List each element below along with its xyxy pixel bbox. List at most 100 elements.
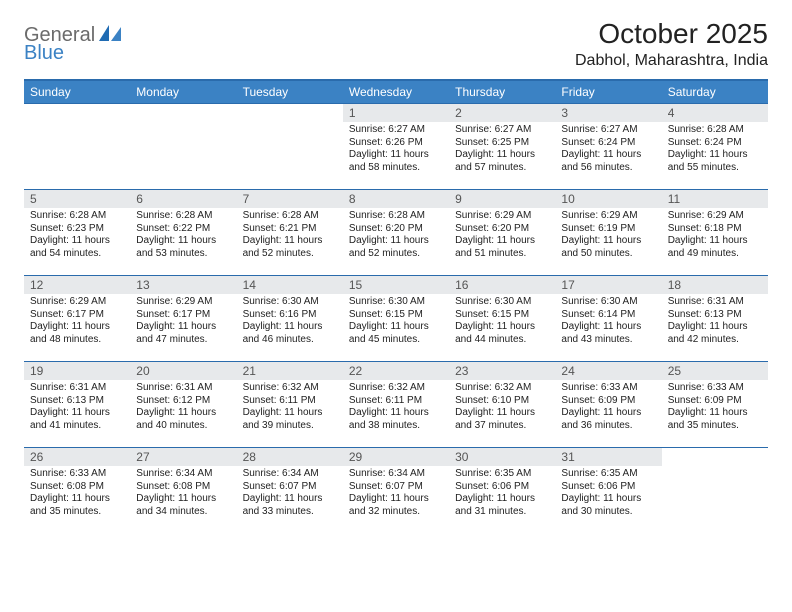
day-cell <box>237 104 343 190</box>
day-line: Daylight: 11 hours <box>455 235 549 248</box>
weekday-header: Sunday <box>24 80 130 104</box>
day-line: Sunrise: 6:33 AM <box>30 468 124 481</box>
day-line: Daylight: 11 hours <box>455 493 549 506</box>
day-cell: 26Sunrise: 6:33 AMSunset: 6:08 PMDayligh… <box>24 448 130 534</box>
day-line: Daylight: 11 hours <box>349 149 443 162</box>
location: Dabhol, Maharashtra, India <box>575 52 768 70</box>
day-line: Sunset: 6:16 PM <box>243 309 337 322</box>
day-line: and 38 minutes. <box>349 420 443 433</box>
day-cell: 29Sunrise: 6:34 AMSunset: 6:07 PMDayligh… <box>343 448 449 534</box>
day-line: Daylight: 11 hours <box>243 407 337 420</box>
day-line: Sunset: 6:11 PM <box>243 395 337 408</box>
day-line: Sunset: 6:17 PM <box>136 309 230 322</box>
day-line: Sunset: 6:09 PM <box>561 395 655 408</box>
day-body: Sunrise: 6:32 AMSunset: 6:10 PMDaylight:… <box>449 380 555 436</box>
day-line: Sunrise: 6:28 AM <box>668 124 762 137</box>
day-number: 5 <box>24 190 130 208</box>
day-cell: 17Sunrise: 6:30 AMSunset: 6:14 PMDayligh… <box>555 276 661 362</box>
day-body: Sunrise: 6:28 AMSunset: 6:20 PMDaylight:… <box>343 208 449 264</box>
weekday-header: Tuesday <box>237 80 343 104</box>
title-block: October 2025 Dabhol, Maharashtra, India <box>575 18 768 70</box>
day-body: Sunrise: 6:30 AMSunset: 6:15 PMDaylight:… <box>343 294 449 350</box>
week-row: 5Sunrise: 6:28 AMSunset: 6:23 PMDaylight… <box>24 190 768 276</box>
day-line: Daylight: 11 hours <box>243 493 337 506</box>
calendar-table: SundayMondayTuesdayWednesdayThursdayFrid… <box>24 79 768 534</box>
day-number: 16 <box>449 276 555 294</box>
brand-part2: Blue <box>24 42 64 65</box>
day-cell: 20Sunrise: 6:31 AMSunset: 6:12 PMDayligh… <box>130 362 236 448</box>
day-line: and 54 minutes. <box>30 248 124 261</box>
day-line: Sunset: 6:12 PM <box>136 395 230 408</box>
day-line: Sunrise: 6:31 AM <box>136 382 230 395</box>
day-body: Sunrise: 6:27 AMSunset: 6:24 PMDaylight:… <box>555 122 661 178</box>
day-line: Sunset: 6:13 PM <box>668 309 762 322</box>
day-line: Daylight: 11 hours <box>30 493 124 506</box>
day-number: 3 <box>555 104 661 122</box>
day-body: Sunrise: 6:31 AMSunset: 6:12 PMDaylight:… <box>130 380 236 436</box>
day-line: Daylight: 11 hours <box>561 493 655 506</box>
day-number: 19 <box>24 362 130 380</box>
day-line: and 32 minutes. <box>349 506 443 519</box>
day-line: and 52 minutes. <box>349 248 443 261</box>
day-line: Sunrise: 6:29 AM <box>30 296 124 309</box>
day-number: 10 <box>555 190 661 208</box>
day-line: and 34 minutes. <box>136 506 230 519</box>
day-line: and 56 minutes. <box>561 162 655 175</box>
day-line: Sunset: 6:20 PM <box>349 223 443 236</box>
day-line: and 35 minutes. <box>30 506 124 519</box>
day-line: Sunset: 6:07 PM <box>349 481 443 494</box>
day-cell: 8Sunrise: 6:28 AMSunset: 6:20 PMDaylight… <box>343 190 449 276</box>
day-body: Sunrise: 6:28 AMSunset: 6:22 PMDaylight:… <box>130 208 236 264</box>
day-line: and 46 minutes. <box>243 334 337 347</box>
weekday-header: Wednesday <box>343 80 449 104</box>
day-cell: 18Sunrise: 6:31 AMSunset: 6:13 PMDayligh… <box>662 276 768 362</box>
day-number: 8 <box>343 190 449 208</box>
day-cell <box>24 104 130 190</box>
day-body: Sunrise: 6:28 AMSunset: 6:24 PMDaylight:… <box>662 122 768 178</box>
day-body: Sunrise: 6:27 AMSunset: 6:26 PMDaylight:… <box>343 122 449 178</box>
day-line: and 51 minutes. <box>455 248 549 261</box>
day-line: Daylight: 11 hours <box>561 407 655 420</box>
day-line: Daylight: 11 hours <box>349 321 443 334</box>
day-body: Sunrise: 6:34 AMSunset: 6:07 PMDaylight:… <box>343 466 449 522</box>
day-line: Sunrise: 6:33 AM <box>561 382 655 395</box>
day-cell: 6Sunrise: 6:28 AMSunset: 6:22 PMDaylight… <box>130 190 236 276</box>
day-line: and 48 minutes. <box>30 334 124 347</box>
day-line: and 57 minutes. <box>455 162 549 175</box>
day-number: 28 <box>237 448 343 466</box>
day-line: Sunset: 6:24 PM <box>561 137 655 150</box>
day-number: 9 <box>449 190 555 208</box>
day-body: Sunrise: 6:31 AMSunset: 6:13 PMDaylight:… <box>662 294 768 350</box>
day-line: and 40 minutes. <box>136 420 230 433</box>
day-line: Sunset: 6:21 PM <box>243 223 337 236</box>
day-number: 26 <box>24 448 130 466</box>
weekday-header: Thursday <box>449 80 555 104</box>
calendar-page: General October 2025 Dabhol, Maharashtra… <box>0 0 792 534</box>
day-line: and 47 minutes. <box>136 334 230 347</box>
day-number: 31 <box>555 448 661 466</box>
day-line: Sunset: 6:17 PM <box>30 309 124 322</box>
day-line: Sunrise: 6:33 AM <box>668 382 762 395</box>
day-line: Daylight: 11 hours <box>30 321 124 334</box>
day-line: Sunrise: 6:30 AM <box>561 296 655 309</box>
day-body: Sunrise: 6:32 AMSunset: 6:11 PMDaylight:… <box>237 380 343 436</box>
day-line: Sunrise: 6:30 AM <box>455 296 549 309</box>
day-cell: 2Sunrise: 6:27 AMSunset: 6:25 PMDaylight… <box>449 104 555 190</box>
day-body: Sunrise: 6:29 AMSunset: 6:18 PMDaylight:… <box>662 208 768 264</box>
day-line: Sunrise: 6:28 AM <box>136 210 230 223</box>
day-line: and 45 minutes. <box>349 334 443 347</box>
day-line: Sunrise: 6:35 AM <box>561 468 655 481</box>
day-line: Daylight: 11 hours <box>455 407 549 420</box>
day-line: Sunrise: 6:31 AM <box>668 296 762 309</box>
day-body: Sunrise: 6:30 AMSunset: 6:15 PMDaylight:… <box>449 294 555 350</box>
day-cell: 31Sunrise: 6:35 AMSunset: 6:06 PMDayligh… <box>555 448 661 534</box>
day-cell: 5Sunrise: 6:28 AMSunset: 6:23 PMDaylight… <box>24 190 130 276</box>
day-body: Sunrise: 6:29 AMSunset: 6:17 PMDaylight:… <box>130 294 236 350</box>
day-line: and 44 minutes. <box>455 334 549 347</box>
day-cell: 27Sunrise: 6:34 AMSunset: 6:08 PMDayligh… <box>130 448 236 534</box>
day-body: Sunrise: 6:28 AMSunset: 6:23 PMDaylight:… <box>24 208 130 264</box>
day-line: and 52 minutes. <box>243 248 337 261</box>
day-line: Sunrise: 6:35 AM <box>455 468 549 481</box>
day-line: Sunrise: 6:30 AM <box>243 296 337 309</box>
day-cell: 23Sunrise: 6:32 AMSunset: 6:10 PMDayligh… <box>449 362 555 448</box>
